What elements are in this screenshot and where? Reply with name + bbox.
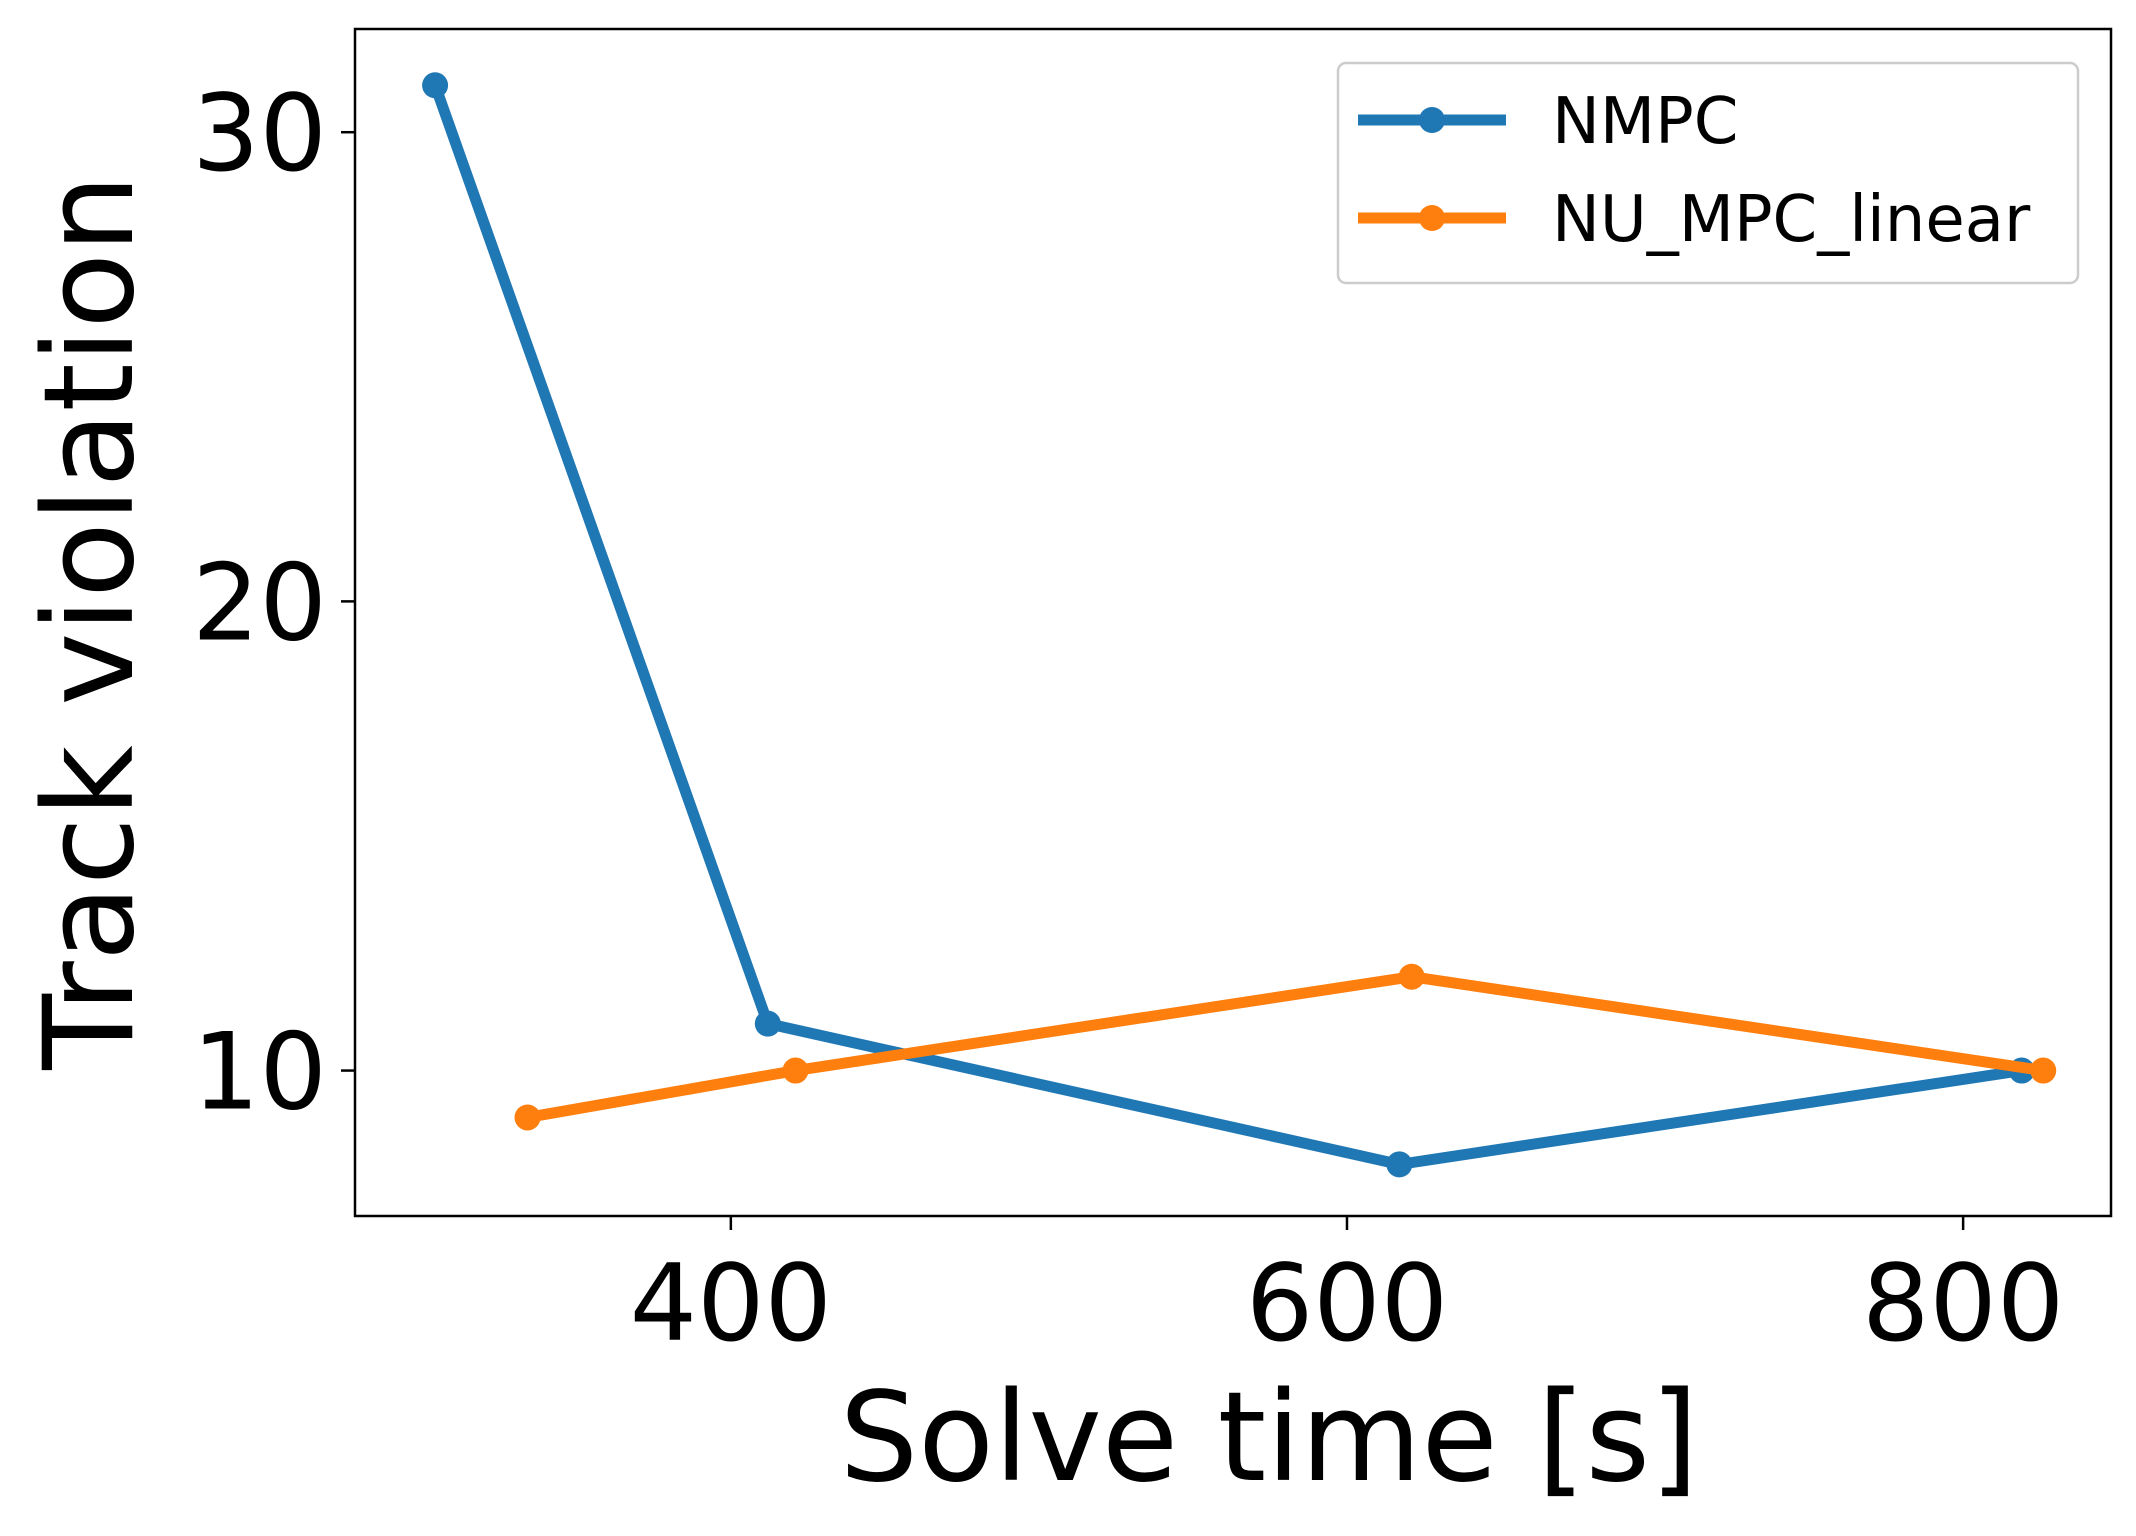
data-point	[514, 1104, 541, 1131]
data-point	[2030, 1057, 2057, 1084]
data-point	[422, 72, 449, 99]
data-point	[1398, 963, 1425, 990]
legend-label: NMPC	[1552, 85, 1738, 159]
legend-label: NU_MPC_linear	[1552, 183, 2031, 257]
data-point	[782, 1057, 809, 1084]
y-tick-label: 20	[192, 541, 327, 664]
x-tick-label: 400	[630, 1242, 832, 1365]
series-line	[526, 971, 2045, 1123]
data-point	[1386, 1151, 1413, 1178]
series-nu-mpc-linear	[514, 963, 2057, 1131]
x-tick-label: 600	[1246, 1242, 1448, 1365]
x-axis-label: Solve time [s]	[839, 1366, 1698, 1510]
series-line	[429, 83, 2023, 1170]
x-tick-label: 800	[1862, 1242, 2064, 1365]
legend-box	[1336, 61, 2080, 285]
plot-area-frame	[353, 27, 2113, 1218]
legend-marker	[1419, 205, 1445, 231]
legend-marker	[1419, 107, 1445, 133]
legend: NMPC NU_MPC_linear	[1336, 61, 2080, 285]
legend-entries: NMPC NU_MPC_linear	[1358, 85, 2031, 257]
axis-ticks: 400 600 800 10 20 30	[192, 72, 2064, 1365]
y-axis-label: Track violation	[18, 174, 162, 1071]
y-tick-label: 30	[192, 72, 327, 195]
data-point	[754, 1010, 781, 1037]
y-tick-label: 10	[192, 1011, 327, 1134]
series-layer	[422, 72, 2057, 1178]
